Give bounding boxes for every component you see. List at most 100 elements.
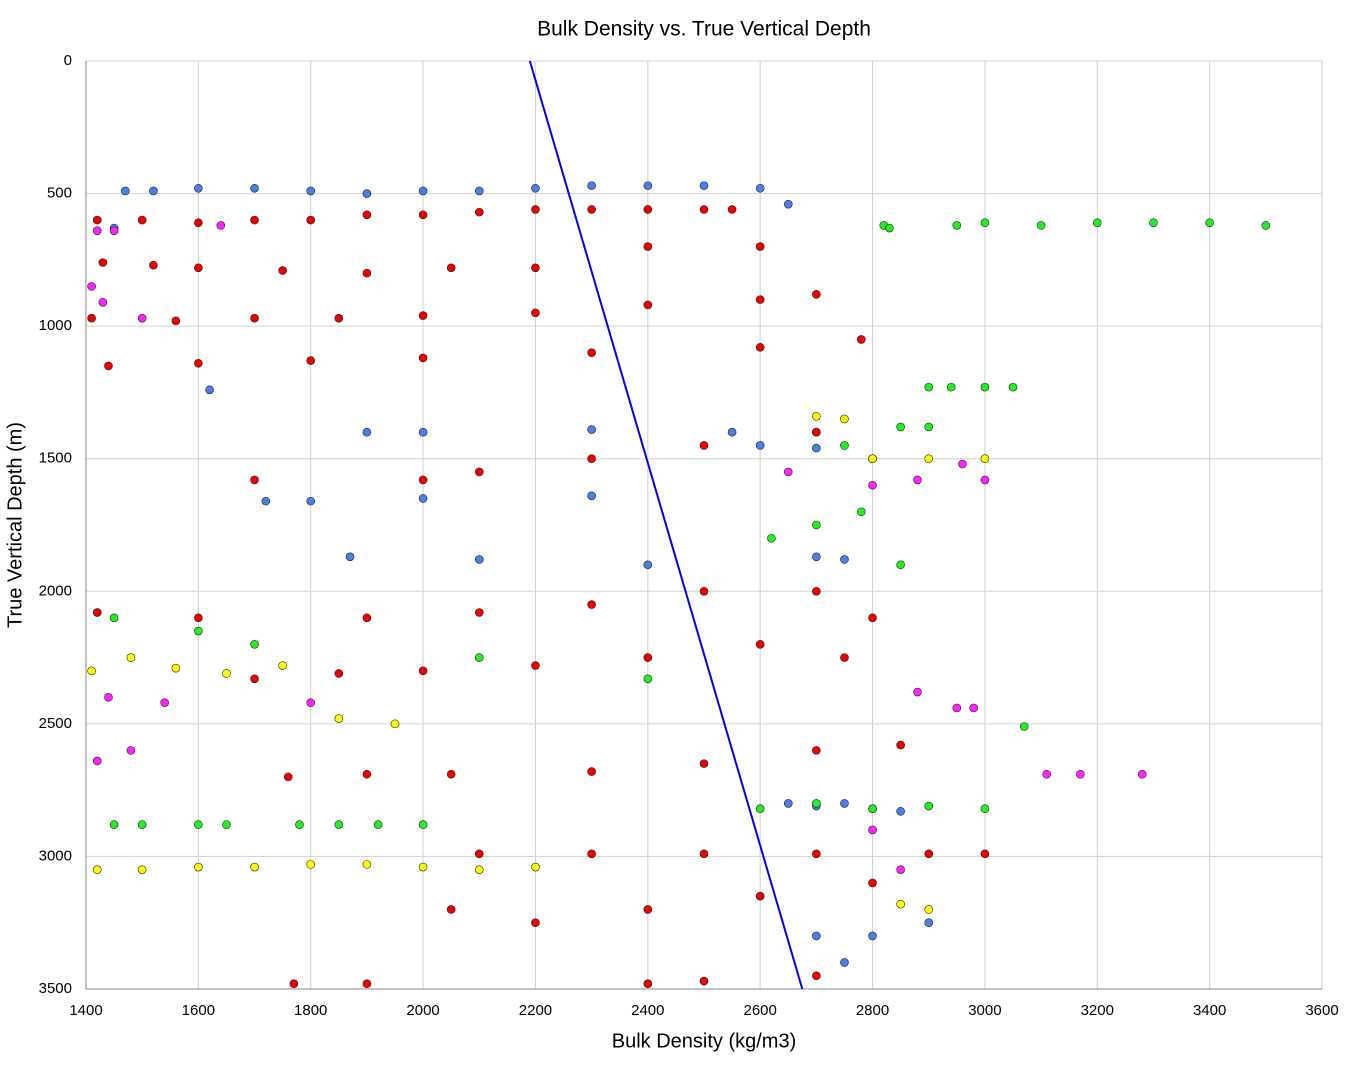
scatter-point xyxy=(699,586,709,596)
scatter-point xyxy=(92,608,102,617)
x-tick-label: 2800 xyxy=(856,1002,889,1019)
scatter-point xyxy=(587,849,596,859)
scatter-point xyxy=(121,186,130,196)
scatter-point xyxy=(924,849,934,859)
y-tick-label: 500 xyxy=(47,185,72,202)
scatter-point xyxy=(896,740,905,750)
scatter-point xyxy=(531,661,540,670)
scatter-point xyxy=(924,905,934,914)
scatter-point xyxy=(587,348,596,357)
scatter-point xyxy=(924,801,934,811)
scatter-point xyxy=(755,891,765,901)
scatter-point xyxy=(755,295,765,304)
y-tick-label: 3500 xyxy=(39,980,72,997)
scatter-point xyxy=(980,475,990,485)
scatter-point xyxy=(306,860,316,869)
x-tick-label: 3600 xyxy=(1305,1002,1338,1019)
scatter-point xyxy=(295,820,304,829)
scatter-point xyxy=(474,207,484,217)
scatter-point xyxy=(952,703,962,713)
y-tick-label: 2000 xyxy=(39,582,72,599)
scatter-point xyxy=(87,282,96,291)
scatter-point xyxy=(868,454,877,464)
scatter-point xyxy=(812,443,821,453)
scatter-point xyxy=(767,533,776,543)
y-tick-label: 0 xyxy=(64,52,72,69)
scatter-point xyxy=(171,316,181,326)
scatter-point xyxy=(783,799,793,808)
scatter-point xyxy=(643,653,653,662)
scatter-point xyxy=(362,979,372,988)
scatter-point xyxy=(87,666,96,676)
x-tick-label: 2200 xyxy=(519,1002,552,1019)
scatter-point xyxy=(278,266,287,275)
scatter-point xyxy=(250,640,259,649)
scatter-point xyxy=(334,820,344,829)
scatter-point xyxy=(474,865,484,874)
scatter-point xyxy=(587,454,596,464)
scatter-point xyxy=(222,669,231,678)
scatter-point xyxy=(924,918,934,928)
scatter-point xyxy=(1036,221,1046,230)
scatter-point xyxy=(446,769,456,779)
scatter-point xyxy=(205,385,214,395)
scatter-point xyxy=(418,820,428,829)
scatter-point xyxy=(896,865,905,874)
scatter-point xyxy=(924,422,934,432)
x-tick-label: 1400 xyxy=(69,1002,102,1019)
scatter-point xyxy=(109,226,119,235)
scatter-point xyxy=(418,475,428,485)
scatter-point xyxy=(418,494,428,503)
y-axis-label: True Vertical Depth (m) xyxy=(4,422,26,628)
scatter-point xyxy=(840,414,849,424)
scatter-point xyxy=(531,263,540,273)
scatter-point xyxy=(126,653,136,662)
trend-line xyxy=(528,60,804,990)
x-tick-label: 3400 xyxy=(1193,1002,1226,1019)
scatter-point xyxy=(896,560,905,570)
scatter-point xyxy=(643,300,653,310)
y-tick-label: 2500 xyxy=(39,715,72,732)
scatter-point xyxy=(1076,769,1085,779)
scatter-point xyxy=(755,441,765,450)
scatter-point xyxy=(194,820,203,829)
scatter-point xyxy=(531,918,540,928)
scatter-point xyxy=(446,905,456,914)
scatter-point xyxy=(812,931,821,941)
scatter-point xyxy=(474,555,484,564)
scatter-point xyxy=(812,411,821,421)
scatter-point xyxy=(104,361,113,371)
scatter-point xyxy=(474,608,484,617)
scatter-point xyxy=(261,496,271,506)
scatter-point xyxy=(868,825,877,835)
scatter-point xyxy=(643,205,653,214)
scatter-point xyxy=(868,931,877,941)
scatter-point xyxy=(699,441,709,450)
scatter-point xyxy=(362,427,372,437)
scatter-point xyxy=(755,804,765,814)
scatter-point xyxy=(755,242,765,251)
scatter-point xyxy=(362,189,372,198)
scatter-point xyxy=(418,353,428,363)
scatter-point xyxy=(868,804,877,814)
scatter-point xyxy=(924,382,934,392)
scatter-point xyxy=(1042,769,1052,779)
scatter-point xyxy=(727,427,737,437)
scatter-point xyxy=(783,199,793,209)
scatter-point xyxy=(587,181,596,190)
chart-title: Bulk Density vs. True Vertical Depth xyxy=(537,18,871,41)
scatter-point xyxy=(868,878,877,888)
scatter-point xyxy=(857,507,866,517)
scatter-point xyxy=(643,181,653,190)
x-tick-label: 3000 xyxy=(968,1002,1001,1019)
y-tick-label: 3000 xyxy=(39,847,72,864)
x-tick-label: 3200 xyxy=(1081,1002,1114,1019)
scatter-point xyxy=(1092,218,1102,228)
scatter-point xyxy=(418,666,428,676)
scatter-point xyxy=(474,849,484,859)
scatter-point xyxy=(362,268,372,278)
scatter-point xyxy=(896,422,905,432)
scatter-point xyxy=(222,820,231,829)
x-axis-label: Bulk Density (kg/m3) xyxy=(612,1030,797,1052)
scatter-point xyxy=(92,756,102,766)
